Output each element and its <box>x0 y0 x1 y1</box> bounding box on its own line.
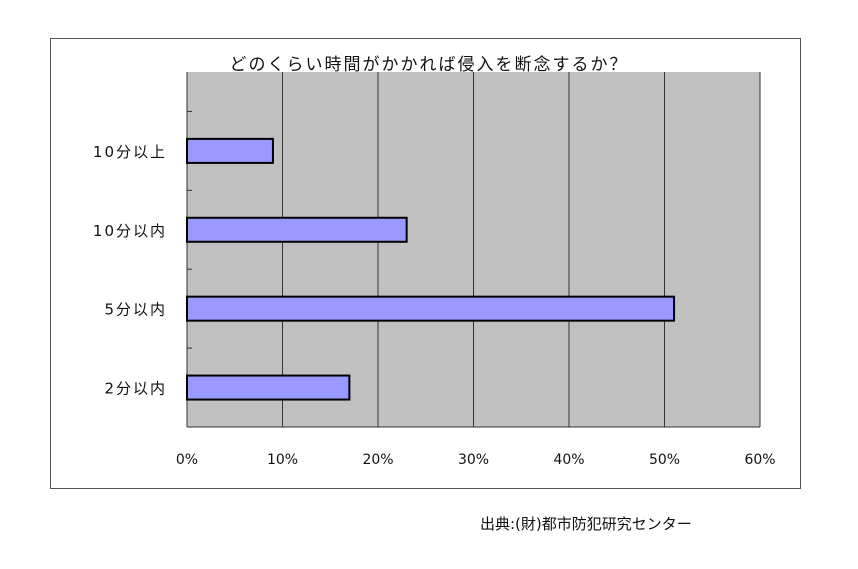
bar <box>186 137 274 164</box>
x-tick-label: 0% <box>176 452 198 468</box>
bar <box>186 374 351 401</box>
y-category-label: 10分以内 <box>93 222 167 240</box>
chart-frame <box>50 38 801 489</box>
x-tick-label: 60% <box>744 452 775 468</box>
x-tick-label: 20% <box>362 452 393 468</box>
y-category-label: 10分以上 <box>93 143 167 161</box>
bar <box>186 295 676 322</box>
source-note: 出典:(財)都市防犯研究センター <box>480 515 692 533</box>
x-tick-label: 50% <box>649 452 680 468</box>
chart-title: どのくらい時間がかかれば侵入を断念するか？ <box>229 55 629 75</box>
x-tick-label: 30% <box>458 452 489 468</box>
y-category-label: 5分以内 <box>104 301 167 319</box>
y-category-label: 2分以内 <box>104 380 167 398</box>
x-tick-label: 40% <box>553 452 584 468</box>
x-tick-label: 10% <box>267 452 298 468</box>
bar <box>186 216 408 243</box>
